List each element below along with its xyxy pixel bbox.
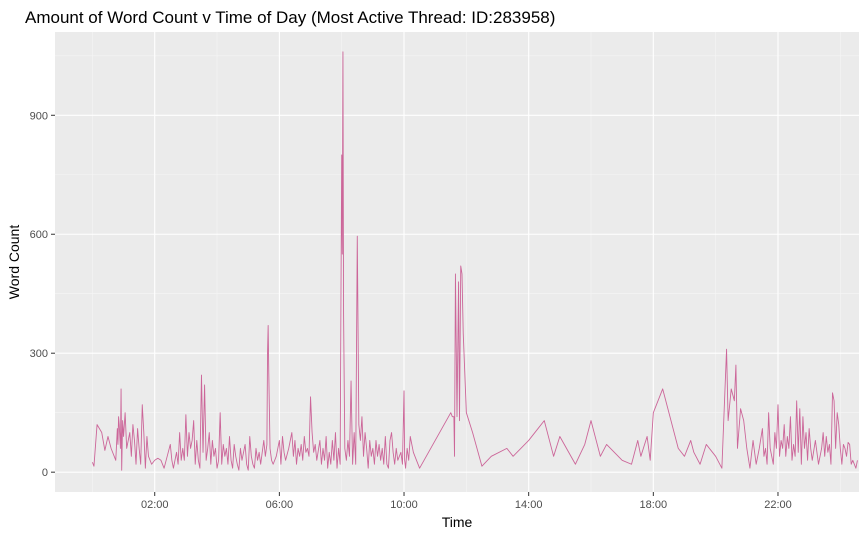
y-tick-label: 900	[30, 110, 48, 122]
series-line-0	[91, 51, 858, 471]
x-tick-label: 10:00	[390, 499, 418, 511]
plot-panel	[55, 32, 859, 492]
x-tick-label: 06:00	[266, 499, 294, 511]
y-tick-label: 600	[30, 229, 48, 241]
y-tick-label: 0	[42, 467, 48, 479]
y-axis: 0 300 600 900	[30, 110, 55, 479]
x-axis-label: Time	[442, 514, 473, 530]
chart-title: Amount of Word Count v Time of Day (Most…	[25, 8, 555, 27]
x-tick-label: 14:00	[515, 499, 543, 511]
y-axis-label: Word Count	[6, 225, 22, 300]
series-layer	[91, 51, 858, 471]
minor-gridlines	[55, 32, 859, 492]
x-tick-label: 18:00	[640, 499, 668, 511]
x-tick-label: 02:00	[141, 499, 169, 511]
x-axis: 02:00 06:00 10:00 14:00 18:00 22:00	[141, 492, 792, 511]
y-tick-label: 300	[30, 348, 48, 360]
x-tick-label: 22:00	[764, 499, 792, 511]
